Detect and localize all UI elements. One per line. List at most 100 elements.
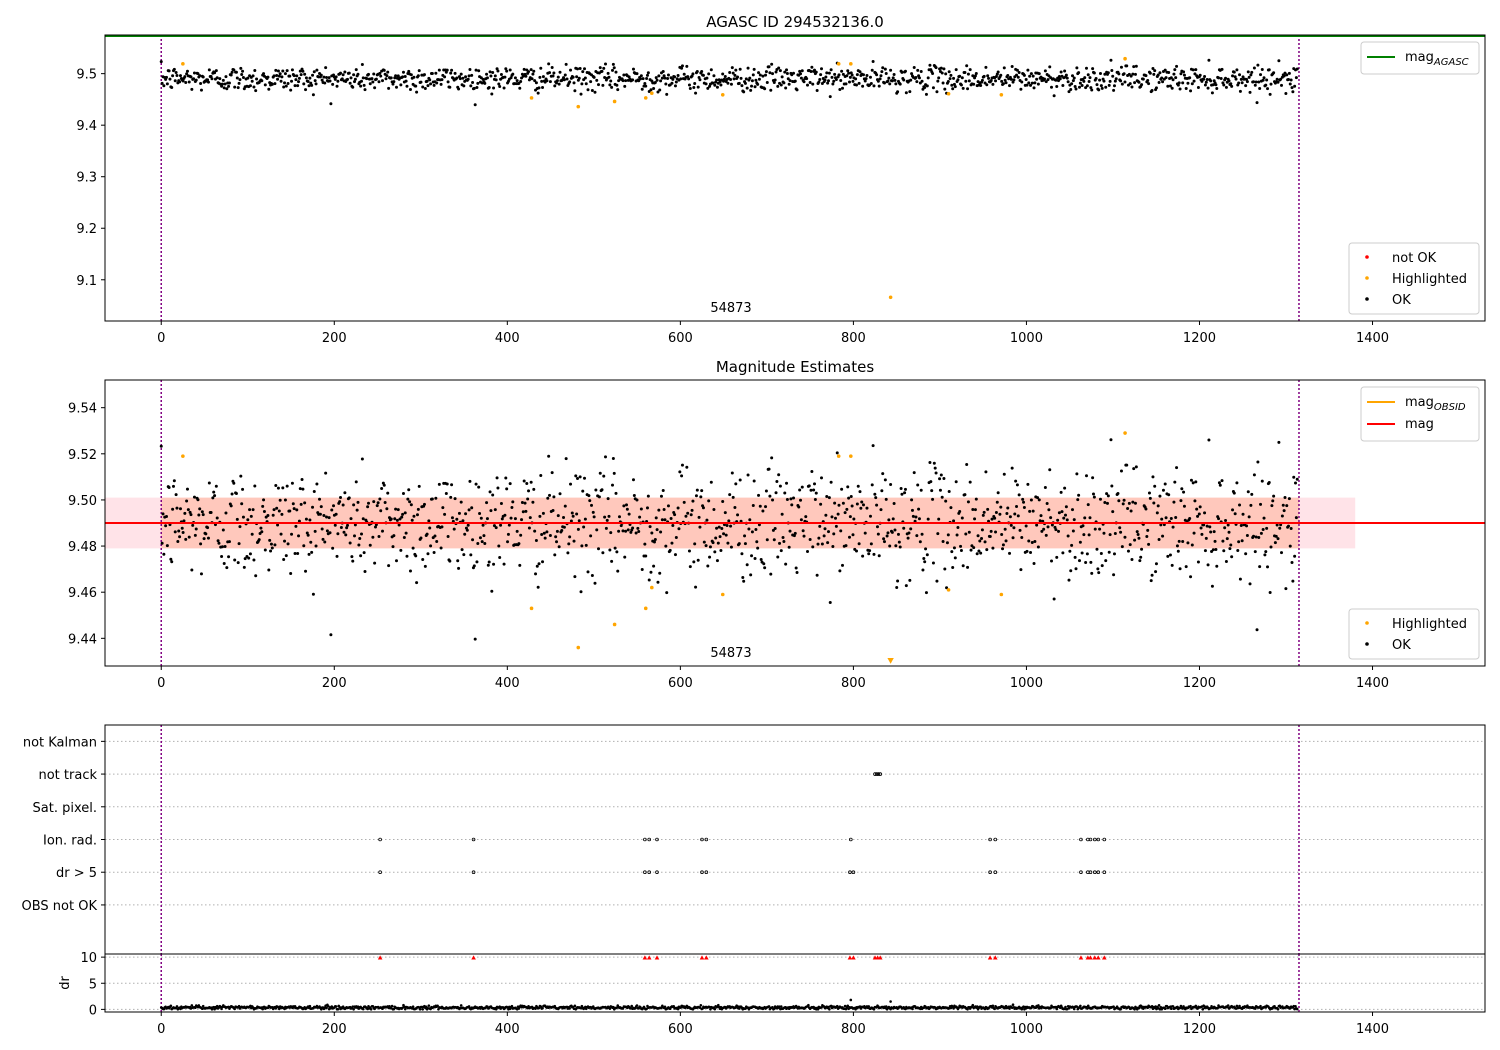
agasc-ok-point	[857, 81, 861, 85]
agasc-ok-point	[1032, 86, 1036, 90]
flags-point-dr-5	[1092, 870, 1097, 875]
agasc-ok-point	[705, 76, 709, 80]
estimates-ok-point	[555, 540, 559, 544]
estimates-ok-point	[802, 534, 806, 538]
estimates-ok-point	[402, 535, 406, 539]
agasc-ok-point	[1239, 77, 1243, 81]
estimates-ok-point	[868, 514, 872, 518]
estimates-ok-point	[696, 558, 700, 562]
dr-point	[308, 1004, 312, 1008]
agasc-ok-point	[494, 78, 498, 82]
agasc-ok-point	[847, 80, 851, 84]
agasc-ok-point	[948, 77, 952, 81]
estimates-ok-point	[969, 548, 973, 552]
estimates-ok-point	[611, 456, 615, 460]
estimates-ok-point	[491, 493, 495, 497]
estimates-ok-point	[1045, 501, 1049, 505]
estimates-ok-point	[211, 496, 215, 500]
agasc-ok-point	[1052, 94, 1056, 98]
estimates-ok-point	[1118, 526, 1122, 530]
agasc-ok-point	[598, 66, 602, 70]
estimates-xtick-label: 1000	[1010, 676, 1043, 691]
agasc-ok-point	[958, 74, 962, 78]
agasc-ok-point	[961, 86, 965, 90]
agasc-ok-point	[829, 68, 833, 72]
estimates-ok-point	[708, 555, 712, 559]
estimates-ok-point	[576, 527, 580, 531]
agasc-ok-point	[1106, 71, 1110, 75]
estimates-ok-point	[763, 566, 767, 570]
estimates-ok-point	[972, 546, 976, 550]
agasc-ok-point	[196, 72, 200, 76]
estimates-ok-point	[1024, 524, 1028, 528]
estimates-ok-point	[270, 546, 274, 550]
estimates-ok-point	[715, 526, 719, 530]
estimates-ok-point	[262, 498, 266, 502]
agasc-ok-point	[658, 88, 662, 92]
estimates-ok-point	[339, 496, 343, 500]
estimates-ok-point	[1193, 499, 1197, 503]
agasc-highlighted-point	[888, 295, 893, 300]
estimates-ok-point	[1026, 482, 1030, 486]
estimates-ok-point	[695, 488, 699, 492]
estimates-ok-point	[875, 525, 879, 529]
estimates-ok-point	[938, 488, 942, 492]
estimates-ok-point	[272, 508, 276, 512]
estimates-ok-point	[646, 494, 650, 498]
estimates-ok-point	[747, 527, 751, 531]
estimates-ok-point	[1062, 516, 1066, 520]
agasc-ok-point	[726, 81, 730, 85]
estimates-ok-point	[949, 506, 953, 510]
dr-point	[1157, 1004, 1161, 1007]
estimates-ok-point	[819, 502, 823, 506]
flags-category-label: not Kalman	[23, 735, 97, 750]
estimates-ok-point	[1042, 527, 1046, 531]
agasc-line-legend-box	[1360, 41, 1480, 75]
estimates-ok-point	[648, 525, 652, 529]
dr-point	[421, 1007, 425, 1011]
estimates-ok-point	[636, 526, 640, 530]
estimates-ok-point	[202, 537, 206, 541]
estimates-legend-label: Highlighted	[1392, 617, 1467, 632]
estimates-ok-point	[652, 564, 656, 568]
estimates-ok-point	[462, 553, 466, 557]
estimates-ok-point	[779, 549, 783, 553]
agasc-ok-point	[869, 81, 873, 85]
estimates-ok-point	[653, 537, 657, 541]
agasc-ok-point	[1114, 77, 1118, 81]
agasc-ok-point	[968, 68, 972, 72]
agasc-ok-point	[603, 62, 607, 66]
estimates-ok-point	[731, 495, 735, 499]
estimates-ok-point	[328, 531, 332, 535]
agasc-ok-point	[936, 79, 940, 83]
agasc-ok-point	[310, 83, 314, 87]
estimates-ok-point	[224, 511, 228, 515]
agasc-ok-point	[761, 74, 765, 78]
estimates-ok-point	[1040, 529, 1044, 533]
agasc-ok-point	[462, 84, 466, 88]
flags-point-dr-5	[378, 870, 382, 875]
dr-point	[713, 1007, 717, 1011]
estimates-ok-point	[952, 519, 956, 523]
estimates-ok-point	[541, 511, 545, 515]
estimates-ok-point	[435, 540, 439, 544]
estimates-ok-point	[499, 502, 503, 506]
agasc-ok-point	[847, 71, 851, 75]
estimates-ok-point	[870, 483, 874, 487]
agasc-ok-point	[481, 77, 485, 81]
agasc-ok-point	[1119, 65, 1123, 69]
dr-point	[699, 1003, 703, 1007]
estimates-ok-point	[595, 528, 599, 532]
agasc-ok-point	[288, 74, 292, 78]
agasc-ok-point	[229, 73, 233, 77]
agasc-ok-point	[334, 75, 338, 79]
estimates-ok-point	[481, 523, 485, 527]
dr-point	[1112, 1005, 1115, 1008]
agasc-ok-point	[1222, 83, 1226, 87]
agasc-ok-point	[222, 86, 226, 90]
agasc-ok-point	[360, 79, 364, 83]
estimates-ok-point	[1052, 597, 1056, 601]
estimates-ok-point	[1022, 500, 1026, 504]
dr-over-limit-marker	[704, 955, 709, 960]
agasc-ok-point	[336, 79, 340, 83]
